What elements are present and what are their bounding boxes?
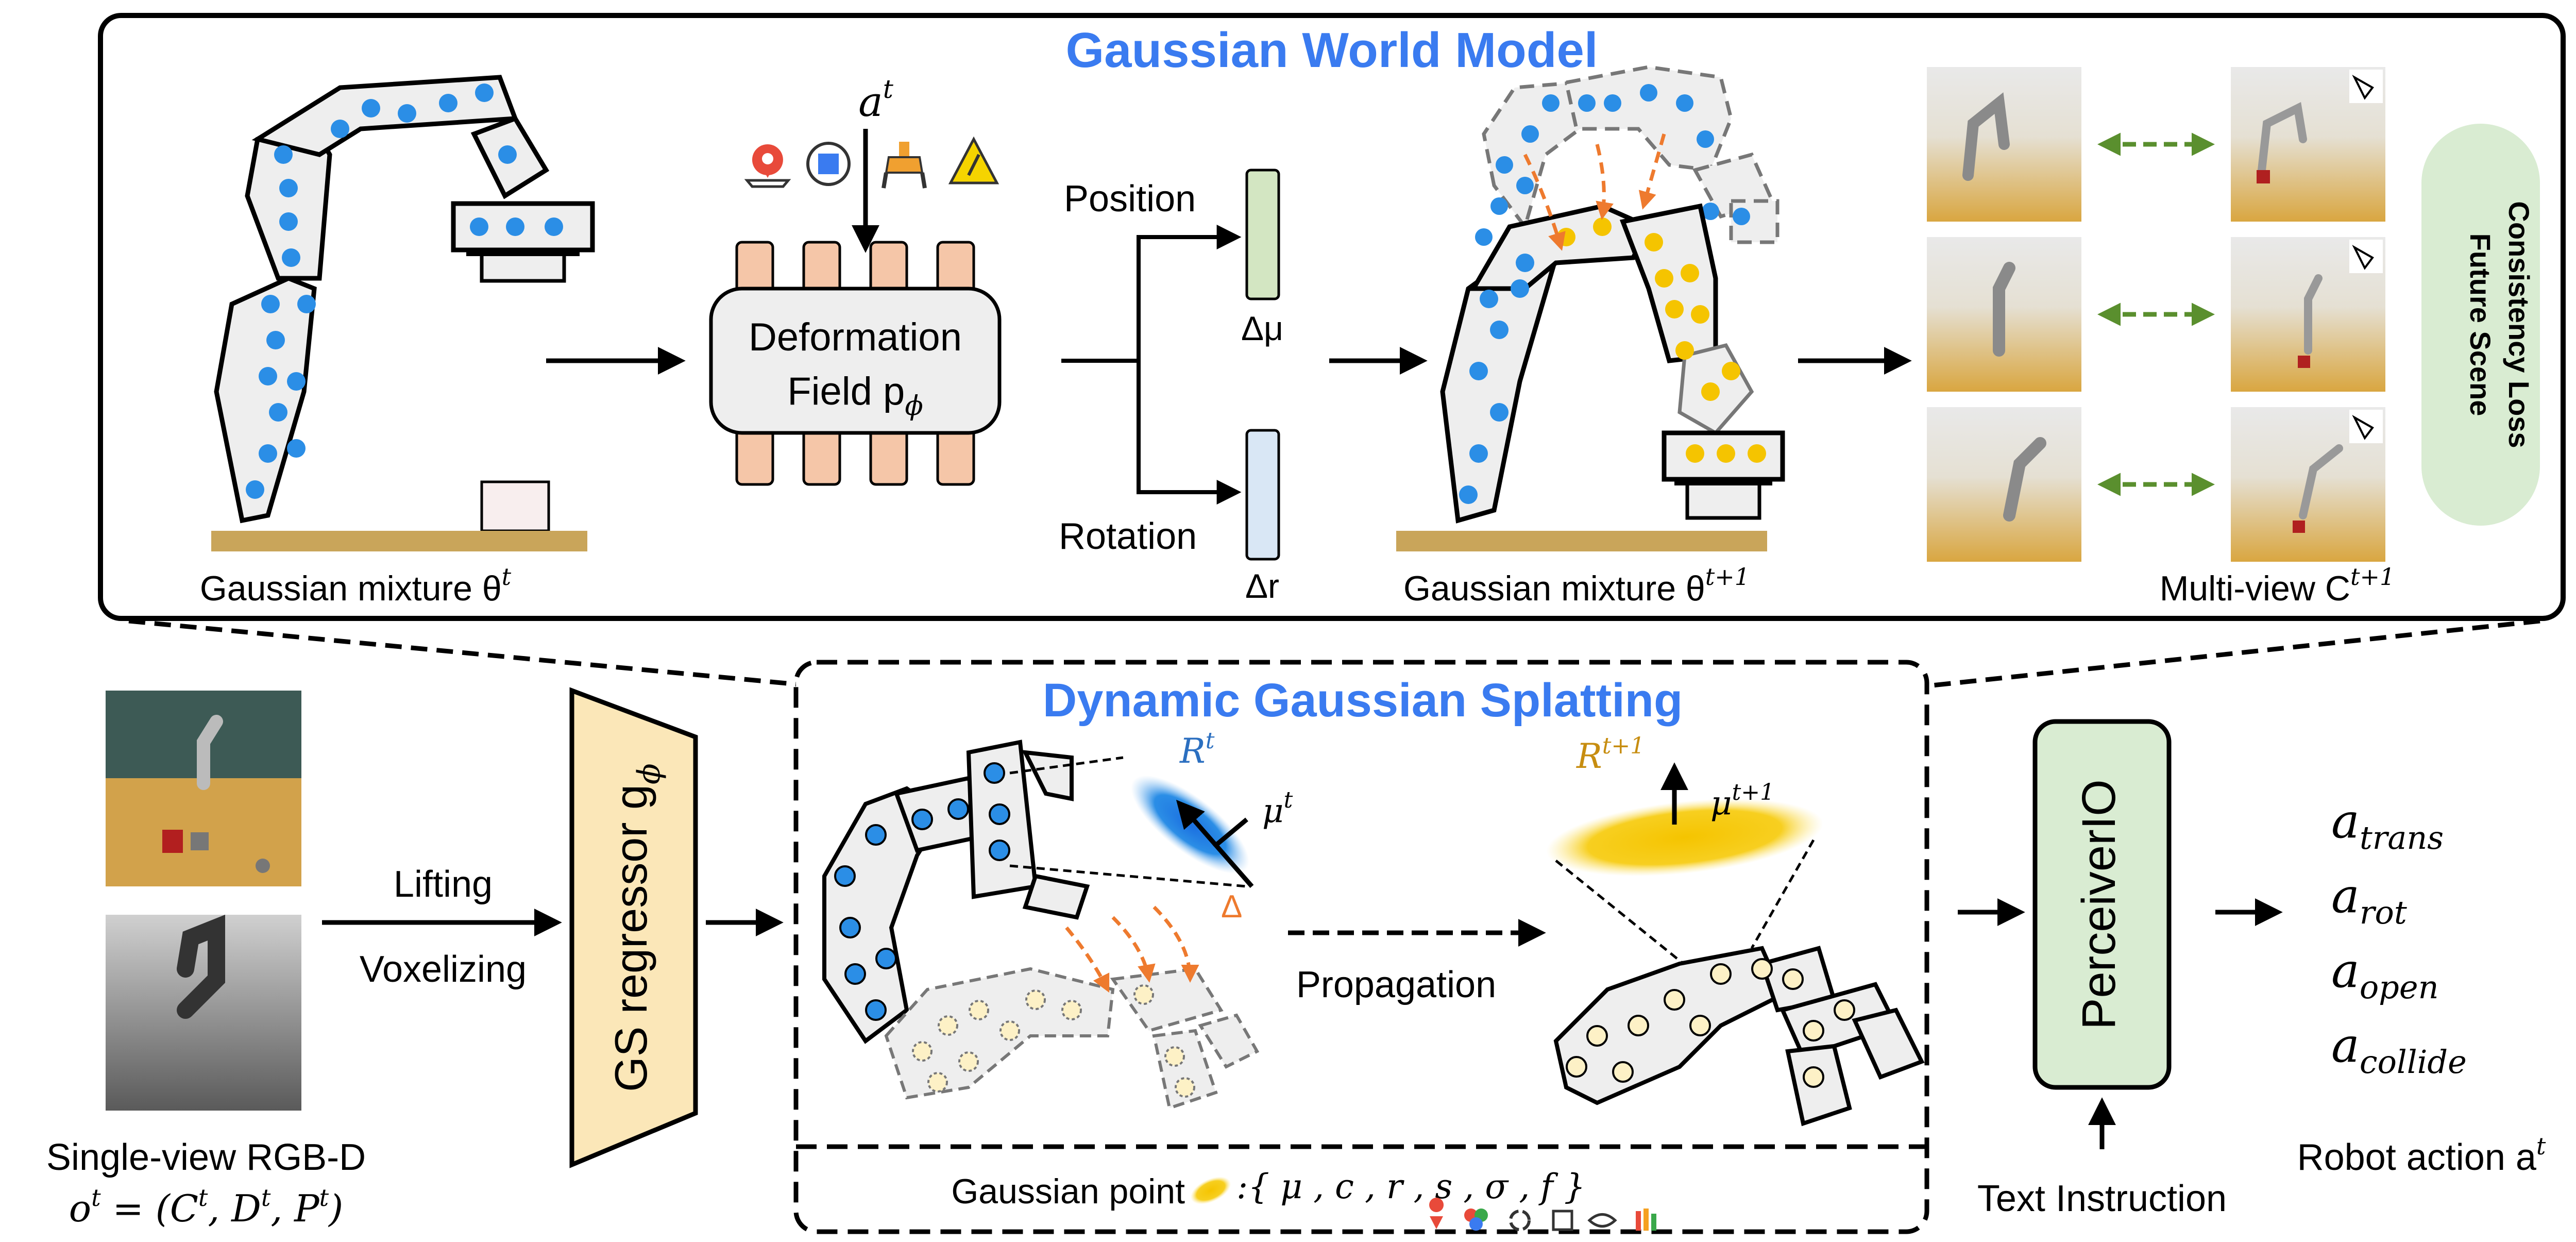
rotate-cube-icon (806, 142, 851, 186)
perceiverio-block (2032, 719, 2172, 1090)
rotation-label: Rotation (1059, 516, 1197, 557)
gt-view-1 (2231, 67, 2385, 222)
color-icon (1464, 1209, 1488, 1231)
zoom-line-left (128, 618, 809, 688)
robot-action-label: Robot action at (2297, 1132, 2546, 1178)
text-instruction-label: Text Instruction (1977, 1178, 2227, 1219)
collision-warning-icon (948, 136, 999, 184)
deformation-label-line2: Field pϕ (787, 370, 923, 422)
gt-view-2 (2231, 237, 2385, 392)
attribute-icons (1429, 1197, 1656, 1231)
gs-regressor-label: GS regressor gϕ (605, 763, 667, 1092)
multiview-label: Multi-view Ct+1 (2160, 563, 2395, 608)
consistency-loss-pill (2421, 124, 2540, 526)
propagation-label: Propagation (1296, 964, 1496, 1005)
robot-arm-t1 (1396, 65, 1785, 551)
position-bar (1245, 169, 1280, 300)
camera-icon (2352, 74, 2374, 100)
position-arrow (1061, 225, 1242, 363)
camera-icon (2352, 414, 2374, 440)
input-label-line1: Single-view RGB-D (46, 1137, 366, 1178)
rendered-view-3 (1927, 407, 2081, 562)
gaussian-points-t (246, 83, 563, 499)
lifting-label: Lifting (394, 864, 493, 905)
mixture-t1-label: Gaussian mixture θt+1 (1403, 563, 1750, 608)
action-trans: atrans (2331, 794, 2444, 857)
action-collide: acollide (2331, 1018, 2467, 1081)
input-label-line2: ot = (Ct, Dt, Pt) (69, 1184, 343, 1230)
mu-t-label: μt (1262, 787, 1293, 830)
scale-icon (1552, 1210, 1573, 1231)
gaussian-point-label: Gaussian point (951, 1172, 1185, 1211)
gaussian-world-model-panel: Gaussian World Model Gaussian m (98, 13, 2566, 621)
loss-label-line2: Consistency Loss (2503, 201, 2535, 448)
deformation-label-line1: Deformation (749, 315, 962, 359)
gaussian-point-icon (1190, 1177, 1231, 1204)
robot-actions: atrans arot aopen acollide (2331, 794, 2467, 1081)
gripper-icon (882, 142, 927, 189)
position-icon (1429, 1197, 1444, 1229)
action-icons (744, 136, 999, 189)
gs-regressor-block (569, 687, 698, 1168)
R-t1-label: Rt+1 (1576, 733, 1645, 776)
delta-mu-label: Δμ (1241, 309, 1283, 347)
feature-bars-icon (1636, 1209, 1656, 1231)
R-t-label: Rt (1179, 728, 1215, 771)
target-cube (480, 480, 550, 532)
action-rot: arot (2331, 868, 2407, 931)
robot-arm-t (211, 75, 595, 551)
mu-t1-label: μt+1 (1710, 779, 1774, 823)
gaussian-point-attrs: :{ μ , c , r , s , σ , f } (1236, 1167, 1586, 1206)
perceiverio-label: PerceiverIO (2073, 779, 2125, 1030)
zoom-line-right (1931, 618, 2540, 688)
delta-r-label: Δr (1245, 567, 1279, 605)
action-input-label: at (858, 74, 894, 126)
dynamic-gaussian-splatting-panel: Dynamic Gaussian Splatting (793, 660, 1929, 1234)
input-rgb-image (106, 691, 301, 886)
dgs-frame (793, 660, 1929, 1234)
gt-view-3 (2231, 407, 2385, 562)
mixture-t-label: Gaussian mixture θt (200, 563, 512, 608)
table-surface (211, 531, 587, 551)
rendered-view-1 (1927, 67, 2081, 222)
panel-title: Gaussian World Model (1065, 23, 1598, 78)
voxelizing-label: Voxelizing (360, 949, 527, 990)
rendered-view-2 (1927, 237, 2081, 392)
delta-label: Δ (1221, 889, 1242, 925)
opacity-eye-icon (1587, 1213, 1617, 1228)
deformation-field-block: Deformation Field pϕ (709, 241, 1002, 486)
rotation-icon (1509, 1210, 1531, 1231)
action-open: aopen (2331, 943, 2439, 1006)
position-label: Position (1064, 178, 1196, 220)
camera-icon (2352, 244, 2374, 270)
rotation-arrow (1137, 361, 1242, 505)
rotation-bar (1245, 429, 1280, 561)
input-depth-image (106, 914, 301, 1111)
location-pin-icon (744, 144, 791, 188)
gaussian-ellipsoid-t1 (1546, 798, 1823, 877)
loss-label-line1: Future Scene (2464, 233, 2497, 416)
dgs-title: Dynamic Gaussian Splatting (1043, 674, 1683, 727)
multiview-images (1927, 67, 2385, 562)
